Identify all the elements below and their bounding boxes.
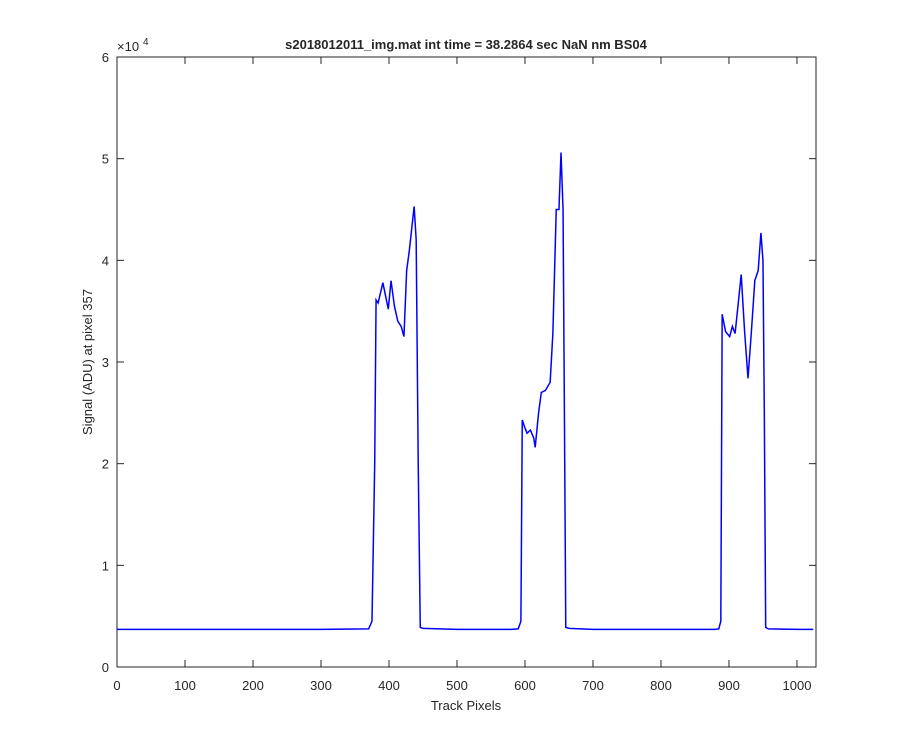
- y-exponent-power: 4: [143, 37, 149, 48]
- data-line: [117, 152, 814, 631]
- x-tick-label: 200: [242, 678, 264, 693]
- y-tick-label: 5: [102, 152, 109, 167]
- y-axis-label: Signal (ADU) at pixel 357: [80, 289, 95, 435]
- x-tick-label: 0: [113, 678, 120, 693]
- chart-title: s2018012011_img.mat int time = 38.2864 s…: [285, 37, 647, 52]
- x-tick-label: 1000: [783, 678, 812, 693]
- x-tick-label: 600: [514, 678, 536, 693]
- x-tick-label: 800: [650, 678, 672, 693]
- x-tick-label: 100: [174, 678, 196, 693]
- y-tick-label: 2: [102, 457, 109, 472]
- y-tick-label: 3: [102, 355, 109, 370]
- y-exponent-base: ×10: [117, 39, 139, 54]
- x-axis-label: Track Pixels: [431, 698, 502, 713]
- y-tick-label: 0: [102, 660, 109, 675]
- x-tick-label: 500: [446, 678, 468, 693]
- x-tick-label: 900: [718, 678, 740, 693]
- x-tick-label: 700: [582, 678, 604, 693]
- y-tick-label: 6: [102, 50, 109, 65]
- x-tick-label: 300: [310, 678, 332, 693]
- y-tick-label: 1: [102, 558, 109, 573]
- y-tick-label: 4: [102, 253, 109, 268]
- x-tick-label: 400: [378, 678, 400, 693]
